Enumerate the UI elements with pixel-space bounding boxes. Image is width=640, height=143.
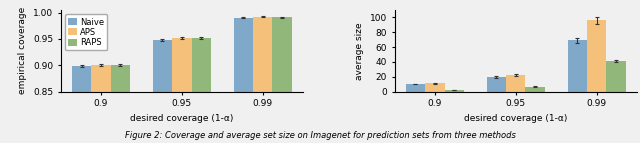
Bar — [191, 38, 211, 143]
Bar — [568, 40, 587, 92]
Bar — [253, 17, 273, 143]
Bar — [525, 87, 545, 92]
X-axis label: desired coverage (1-α): desired coverage (1-α) — [464, 114, 568, 123]
Y-axis label: average size: average size — [355, 22, 364, 80]
Bar — [234, 18, 253, 143]
Bar — [506, 75, 525, 92]
Bar — [486, 77, 506, 92]
Y-axis label: empirical coverage: empirical coverage — [19, 7, 28, 94]
Bar — [445, 90, 464, 92]
Bar — [72, 66, 92, 143]
Bar — [406, 84, 425, 92]
Bar — [172, 38, 191, 143]
Bar — [587, 20, 606, 92]
Bar — [273, 17, 292, 143]
X-axis label: desired coverage (1-α): desired coverage (1-α) — [130, 114, 234, 123]
Bar — [425, 83, 445, 92]
Bar — [111, 65, 130, 143]
Bar — [92, 65, 111, 143]
Bar — [153, 40, 172, 143]
Legend: Naive, APS, RAPS: Naive, APS, RAPS — [65, 14, 108, 50]
Bar — [606, 61, 626, 92]
Text: Figure 2: Coverage and average set size on Imagenet for prediction sets from thr: Figure 2: Coverage and average set size … — [125, 131, 515, 140]
